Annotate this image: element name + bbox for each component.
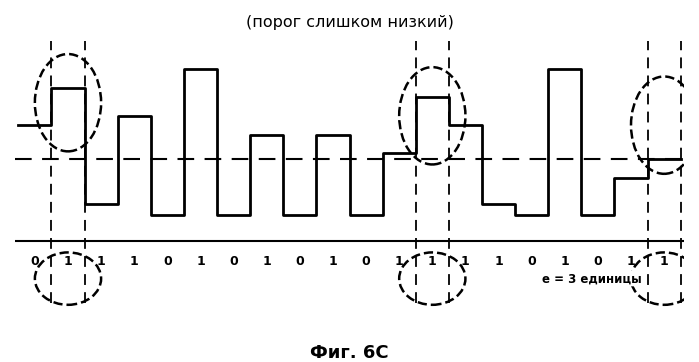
Text: 1: 1 — [626, 255, 635, 268]
Text: 0: 0 — [593, 255, 603, 268]
Text: 1: 1 — [660, 255, 668, 268]
Text: 1: 1 — [329, 255, 338, 268]
Text: 1: 1 — [130, 255, 138, 268]
Text: 1: 1 — [494, 255, 503, 268]
Text: 1: 1 — [262, 255, 271, 268]
Text: 1: 1 — [461, 255, 470, 268]
Text: 0: 0 — [31, 255, 39, 268]
Text: 0: 0 — [361, 255, 370, 268]
Text: 1: 1 — [96, 255, 106, 268]
Text: Фиг. 6С: Фиг. 6С — [310, 344, 389, 362]
Text: 1: 1 — [428, 255, 437, 268]
Text: 1: 1 — [64, 255, 73, 268]
Text: 1: 1 — [196, 255, 205, 268]
Title: (порог слишком низкий): (порог слишком низкий) — [245, 15, 454, 30]
Text: 0: 0 — [296, 255, 304, 268]
Text: 0: 0 — [163, 255, 172, 268]
Text: 1: 1 — [395, 255, 403, 268]
Text: 0: 0 — [229, 255, 238, 268]
Text: 1: 1 — [561, 255, 569, 268]
Text: 0: 0 — [527, 255, 536, 268]
Text: e = 3 единицы: e = 3 единицы — [542, 272, 642, 285]
